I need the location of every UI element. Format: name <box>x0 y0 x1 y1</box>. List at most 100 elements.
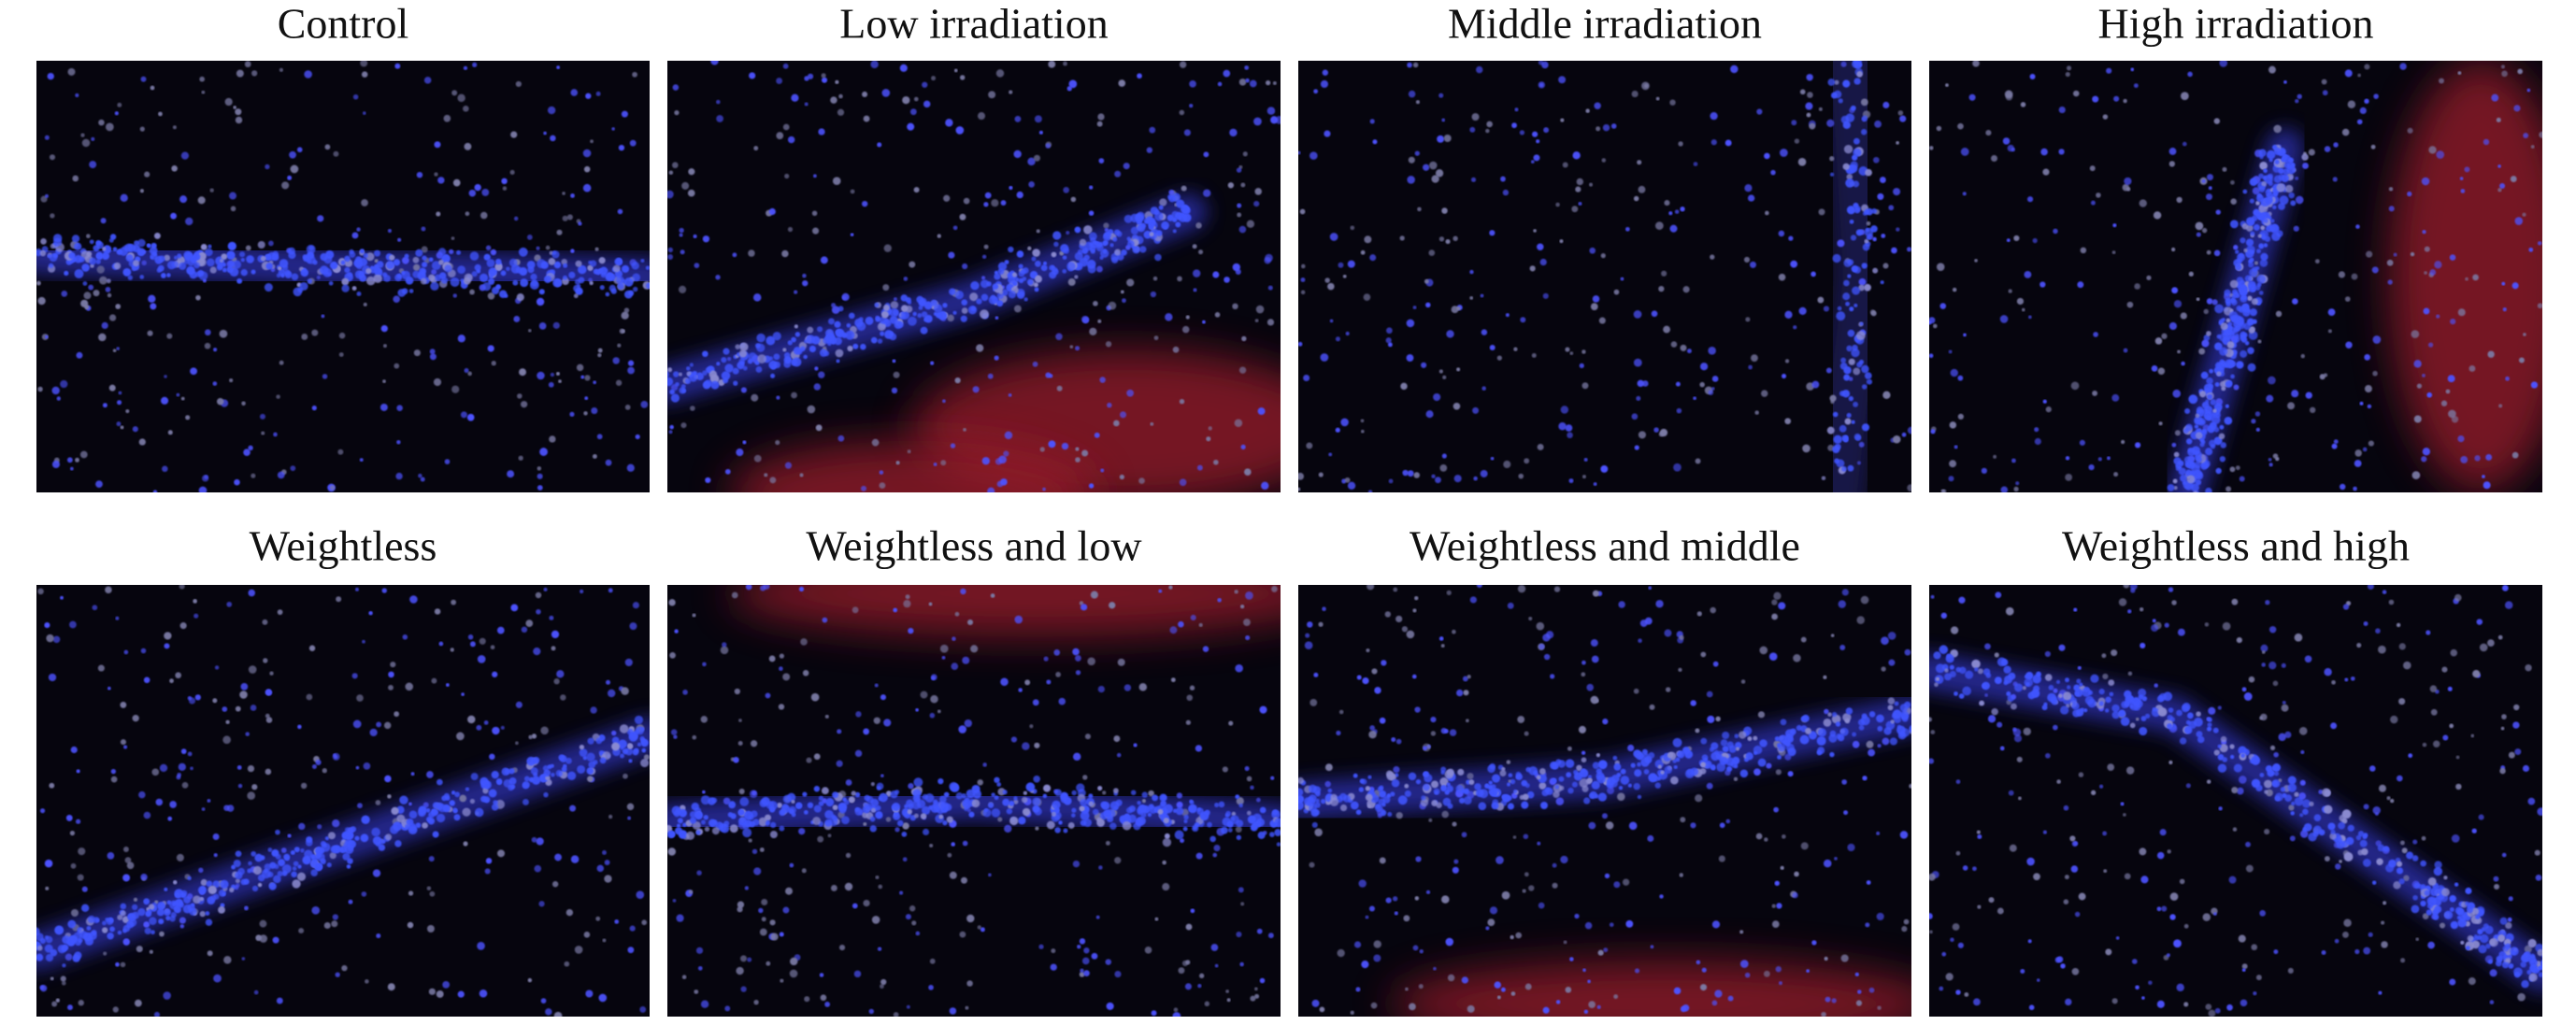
nucleus <box>1083 241 1094 251</box>
nucleus <box>442 980 451 989</box>
nucleus <box>1338 709 1344 715</box>
nucleus <box>838 93 843 99</box>
nucleus <box>491 771 499 779</box>
nucleus <box>1150 421 1154 426</box>
nucleus <box>640 259 645 263</box>
nucleus <box>2322 90 2328 96</box>
nucleus <box>2470 733 2475 738</box>
nucleus <box>1503 460 1511 469</box>
nucleus <box>952 225 958 231</box>
nucleus <box>1365 793 1373 802</box>
nucleus <box>1829 751 1835 758</box>
nucleus <box>1832 253 1841 263</box>
nucleus <box>79 256 85 263</box>
nucleus <box>1524 872 1529 877</box>
nucleus <box>1478 802 1487 811</box>
nucleus <box>1748 364 1753 370</box>
nucleus <box>836 359 840 363</box>
nucleus <box>463 65 468 71</box>
nucleus <box>451 599 457 605</box>
nucleus <box>1377 786 1383 792</box>
nucleus <box>537 466 542 471</box>
nucleus <box>855 711 862 718</box>
nucleus <box>1858 724 1865 731</box>
nucleus <box>923 100 931 108</box>
nucleus <box>951 662 959 671</box>
nucleus <box>1522 889 1526 893</box>
nucleus <box>175 898 183 907</box>
nucleus <box>185 217 193 226</box>
nucleus <box>2178 460 2184 467</box>
nucleus <box>1794 138 1800 144</box>
nucleus <box>2020 102 2026 107</box>
nucleus <box>1079 257 1089 267</box>
nucleus <box>61 980 66 986</box>
nucleus <box>1180 204 1190 214</box>
nucleus <box>1899 710 1910 720</box>
nucleus <box>2229 220 2239 229</box>
nucleus <box>1238 78 1247 86</box>
nucleus <box>1806 74 1813 81</box>
nucleus <box>110 768 117 775</box>
nucleus <box>429 349 436 355</box>
nucleus <box>1604 873 1610 879</box>
nucleus <box>2355 224 2360 229</box>
nucleus <box>124 243 134 252</box>
nucleus <box>1593 482 1597 486</box>
nucleus <box>2525 664 2532 672</box>
nucleus <box>1550 674 1555 679</box>
nucleus <box>148 294 156 303</box>
nucleus <box>1062 255 1067 260</box>
nucleus <box>846 322 852 328</box>
nucleus <box>2092 390 2098 396</box>
nucleus <box>1017 291 1025 299</box>
nucleus <box>1079 971 1085 977</box>
nucleus <box>2039 281 2046 288</box>
nucleus <box>1757 711 1766 719</box>
nucleus <box>964 719 972 728</box>
nucleus <box>875 811 883 819</box>
nucleus <box>2181 92 2189 101</box>
nucleus <box>1126 278 1135 287</box>
nucleus <box>831 303 837 308</box>
nucleus <box>861 200 868 207</box>
nucleus <box>782 673 791 681</box>
nucleus <box>492 726 500 735</box>
nucleus <box>882 284 890 292</box>
nucleus <box>1060 796 1067 804</box>
nucleus <box>1764 152 1770 160</box>
nucleus <box>1829 172 1835 177</box>
nucleus <box>1190 614 1196 621</box>
nucleus <box>1172 346 1180 353</box>
nucleus <box>1034 260 1041 267</box>
nucleus <box>2298 727 2308 735</box>
nucleus <box>870 782 875 787</box>
nucleus <box>1850 161 1858 169</box>
nucleus <box>250 473 256 478</box>
nucleus <box>1149 232 1154 237</box>
nucleus <box>1571 206 1579 213</box>
nucleus <box>1650 945 1654 949</box>
nucleus <box>976 298 982 305</box>
nucleus <box>1981 467 1987 474</box>
nucleus <box>1259 705 1267 714</box>
nucleus <box>1839 727 1849 736</box>
nucleus <box>1254 993 1260 999</box>
nucleus <box>1347 481 1356 490</box>
nucleus <box>1955 779 1961 785</box>
nucleus <box>678 285 687 293</box>
nucleus <box>894 790 900 795</box>
nucleus <box>2284 731 2292 739</box>
nucleus <box>116 400 122 406</box>
nucleus <box>2460 455 2469 463</box>
nucleus <box>545 775 551 781</box>
nucleus <box>1909 724 1911 733</box>
nucleus <box>88 284 94 291</box>
nucleus <box>962 800 972 809</box>
nucleus <box>811 227 820 235</box>
nucleus <box>813 753 821 761</box>
nucleus <box>2180 312 2187 320</box>
nucleus <box>2063 804 2069 811</box>
nucleus <box>1446 782 1451 787</box>
nucleus <box>1852 740 1860 748</box>
